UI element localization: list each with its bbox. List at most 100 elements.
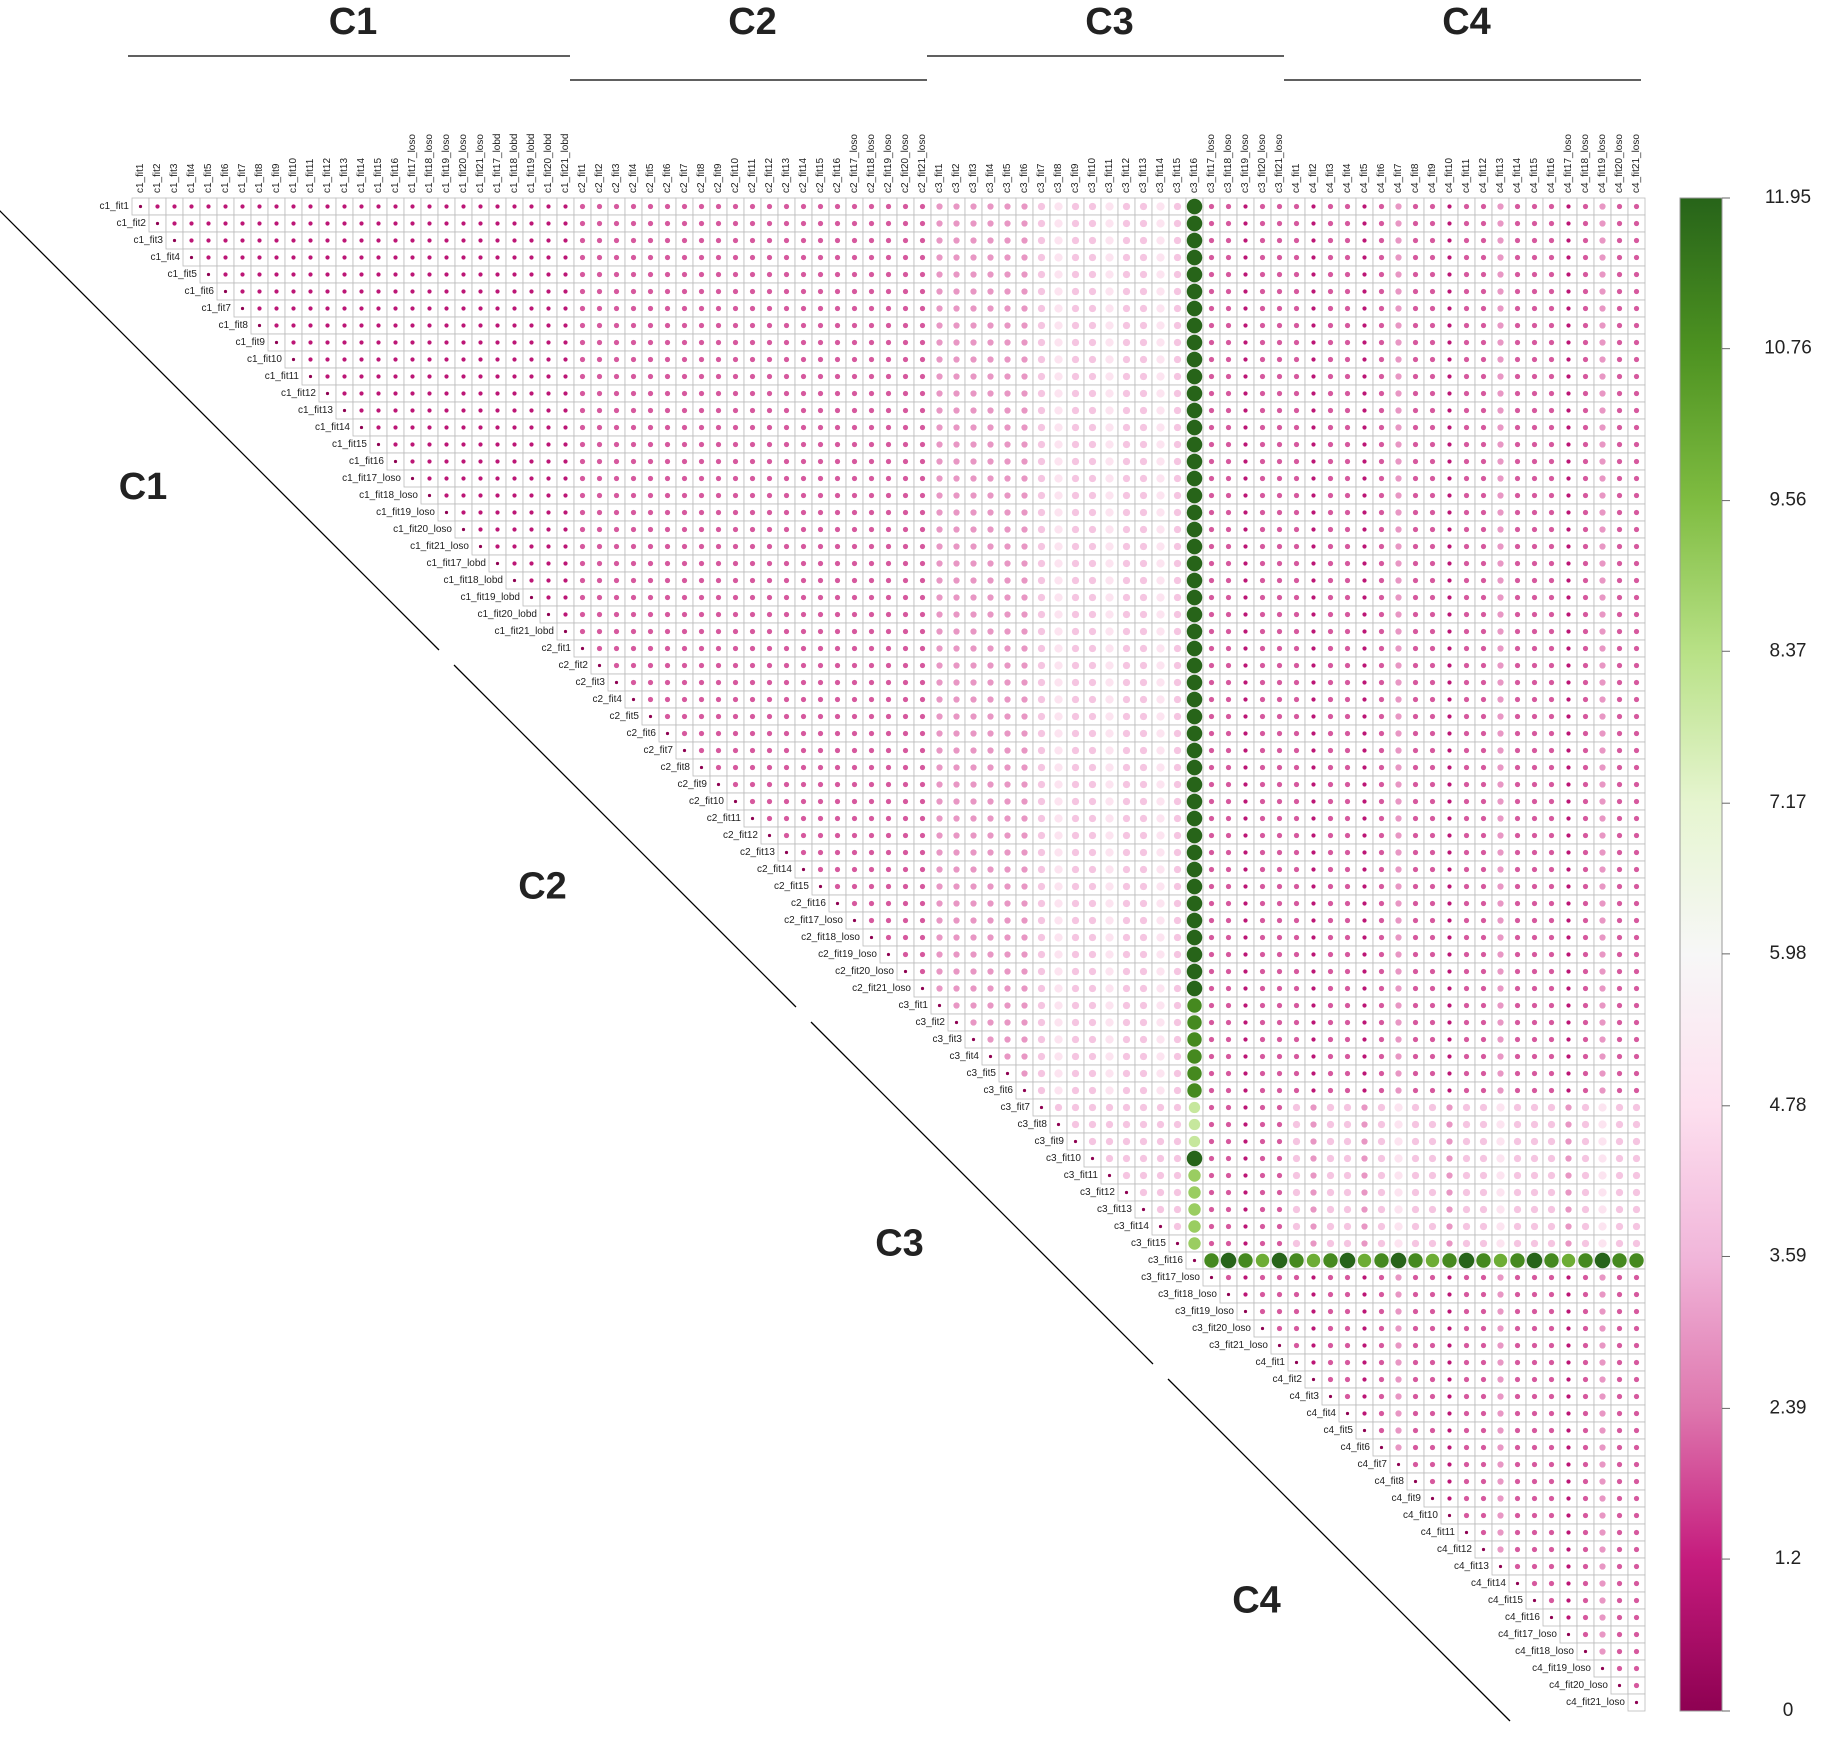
dot [1480,407,1487,414]
dot [630,322,637,329]
dot [1276,373,1283,380]
dot [902,747,909,754]
dot [1327,628,1334,635]
dot [800,628,807,635]
dot [1463,407,1470,414]
dot [766,611,773,618]
dot [1173,304,1182,313]
dot [1156,508,1165,517]
dot [308,221,313,226]
dot [987,611,994,618]
dot [1497,390,1504,397]
dot [274,255,279,260]
dot [834,628,841,635]
dot [630,339,637,346]
dot [1429,730,1436,737]
dot [1531,730,1538,737]
dot [325,238,330,243]
dot [1531,509,1538,516]
dot [1344,203,1351,210]
dot [1021,475,1028,482]
dot [1259,339,1266,346]
dot [1378,543,1385,550]
dot [1311,646,1316,651]
dot [630,254,637,261]
dot [1497,526,1504,533]
dot [664,628,671,635]
dot [1225,730,1232,737]
dot [1514,237,1521,244]
dot [596,577,603,584]
dot [1105,287,1114,296]
dot [1071,661,1080,670]
dot [410,272,415,277]
dot [512,459,517,464]
dot [953,662,960,669]
dot [274,340,279,345]
dot [1088,389,1097,398]
dot [1088,253,1097,262]
dot [1276,305,1283,312]
dot [1633,628,1640,635]
dot [902,560,909,567]
dot [206,272,211,277]
dot [902,764,909,771]
dot [1344,271,1351,278]
dot [359,221,364,226]
dot [1480,254,1487,261]
dot [495,544,500,549]
dot [1243,629,1248,634]
dot [1225,577,1232,584]
dot [987,509,994,516]
dot [885,288,892,295]
dot [1243,731,1248,736]
dot [1514,645,1521,652]
dot [1480,492,1487,499]
dot [1259,424,1266,431]
dot [1054,610,1063,619]
dot [206,238,211,243]
dot [1071,440,1080,449]
dot [1186,589,1203,606]
dot [1429,543,1436,550]
dot [699,765,704,770]
dot [1497,441,1504,448]
dot [1293,407,1300,414]
dot [1599,458,1606,465]
dot [1071,576,1080,585]
dot [1429,764,1436,771]
dot [1139,542,1148,551]
dot [579,424,586,431]
dot [1122,321,1131,330]
dot [766,645,773,652]
dot [698,628,705,635]
dot [902,628,909,635]
dot [1259,305,1266,312]
dot [1447,510,1452,515]
dot [1208,390,1215,397]
dot [1054,678,1063,687]
dot [868,594,875,601]
dot [1429,271,1436,278]
dot [359,289,364,294]
dot [1186,742,1203,759]
dot [427,442,432,447]
dot [1497,373,1504,380]
dot [1105,576,1114,585]
dot [1463,203,1470,210]
dot [1463,509,1470,516]
dot [715,560,722,567]
dot [1186,674,1203,691]
dot [732,645,739,652]
dot [1208,339,1215,346]
dot [1071,695,1080,704]
dot [953,203,960,210]
dot [1616,611,1623,618]
dot [1021,560,1028,567]
dot [1480,373,1487,380]
dot [1004,696,1011,703]
dot [715,730,722,737]
dot [936,339,943,346]
dot [478,357,483,362]
